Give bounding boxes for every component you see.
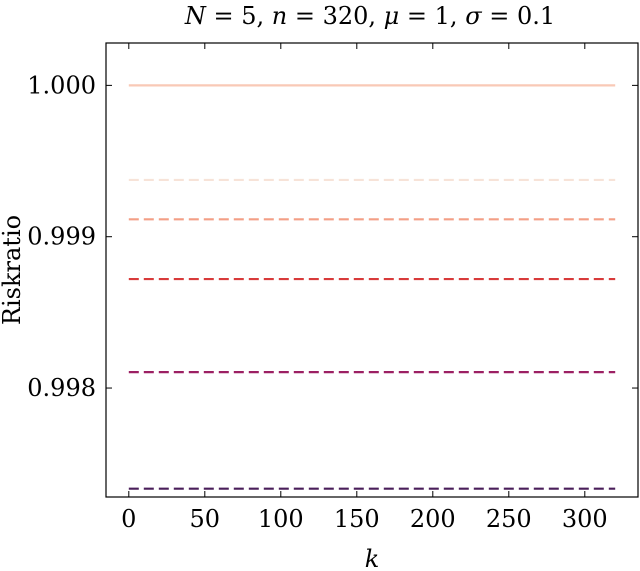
y-tick-label: 1.000 [27,71,96,99]
y-axis-label: Riskratio [0,215,26,325]
x-tick-label: 300 [562,505,608,533]
plot-frame [105,42,639,498]
chart-title: N = 5, n = 320, μ = 1, σ = 0.1 [184,2,555,30]
x-axis-label: k [365,545,380,571]
y-tick-label: 0.998 [27,374,96,402]
x-tick-label: 0 [121,505,136,533]
x-tick-label: 50 [190,505,221,533]
y-tick-label: 0.999 [27,223,96,251]
x-tick-label: 100 [258,505,304,533]
x-tick-label: 150 [334,505,380,533]
x-tick-label: 200 [410,505,456,533]
x-tick-label: 250 [486,505,532,533]
